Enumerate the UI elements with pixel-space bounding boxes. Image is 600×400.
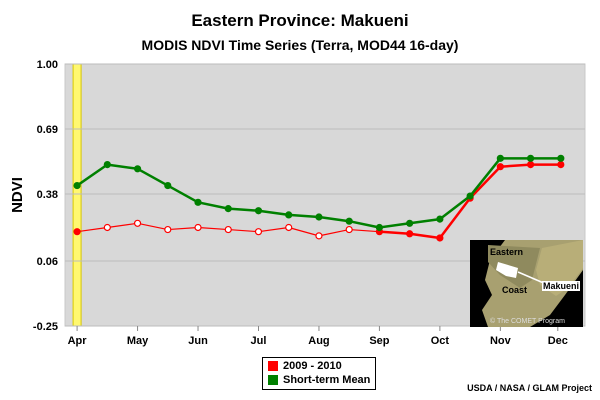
series-1-segment [167,184,199,204]
legend-item-green: Short-term Mean [268,373,370,387]
series-0-point [164,225,172,234]
series-1-segment [409,217,441,225]
y-tick-label: 0.69 [37,124,58,136]
series-1-point [557,154,565,162]
series-1-point [285,211,293,219]
y-axis-label: NDVI [9,177,26,213]
series-1-point [496,154,504,162]
series-1-point [526,154,535,162]
series-1-segment [379,222,410,229]
series-0-segment [77,226,108,233]
legend-label-red: 2009 - 2010 [283,360,342,372]
series-1-segment [348,219,380,229]
x-tick-label: Jul [251,335,267,347]
chart-title: Eastern Province: Makueni [191,11,409,30]
chart-subtitle: MODIS NDVI Time Series (Terra, MOD44 16-… [141,37,459,53]
series-0-segment [137,222,168,231]
series-1-point [345,217,353,225]
series-1-point [194,198,202,206]
inset-map: Eastern Coast Makueni © The COMET Progra… [470,240,583,327]
series-1-point [254,207,263,215]
series-0-segment [349,228,380,233]
series-1-point [436,215,444,223]
series-1-segment [76,163,109,187]
x-tick-label: Oct [431,335,450,347]
inset-label-makueni: Makueni [542,281,581,291]
y-tick-label: 0.06 [37,256,58,268]
series-0-segment [438,197,472,239]
inset-credit: © The COMET Program [490,318,565,325]
series-0-segment [167,226,199,231]
series-0-point [557,161,565,169]
series-0-point [224,225,232,234]
series-0-point [315,232,323,240]
series-0-point [496,163,504,171]
legend-swatch-green [268,375,278,385]
series-1-segment [288,213,320,219]
series-0-segment [258,226,289,233]
legend-swatch-red [268,361,278,371]
x-tick-label: May [127,335,149,347]
series-1-point [224,205,232,213]
y-tick-label: -0.25 [33,321,58,333]
series-0-segment [288,226,320,237]
series-0-segment [409,232,441,240]
x-tick-label: Sep [369,335,389,347]
series-1-point [164,181,172,190]
legend-item-red: 2009 - 2010 [268,359,370,373]
series-0-segment [318,228,350,237]
series-0-segment [469,165,502,200]
series-0-point [526,161,535,169]
y-tick-label: 1.00 [37,59,58,71]
series-0-point [254,228,263,236]
series-0-segment [228,228,259,233]
series-0-segment [107,222,138,229]
series-0-point [103,223,111,232]
series-1-segment [136,167,169,187]
series-1-segment [439,195,471,221]
series-0-point [406,230,414,238]
series-0-point [345,225,353,234]
series-1-segment [469,157,502,197]
highlight-band [73,64,82,326]
series-1-point [466,192,474,200]
series-0-segment [197,226,229,231]
source-credit: USDA / NASA / GLAM Project [467,383,592,393]
series-1-point [133,165,142,173]
x-tick-label: Jun [188,335,208,347]
x-tick-label: Dec [548,335,568,347]
series-1-segment [107,163,138,171]
series-0-point [285,223,293,232]
series-1-segment [258,209,289,217]
y-tick-label: 0.38 [37,189,58,201]
inset-label-eastern: Eastern [490,247,524,257]
x-tick-label: Aug [308,335,329,347]
series-1-point [103,161,111,169]
series-1-point [375,223,384,232]
series-0-segment [500,163,531,168]
series-1-point [315,213,323,221]
series-0-point [133,219,142,227]
x-tick-label: Apr [68,335,88,347]
x-tick-label: Nov [490,335,512,347]
legend-label-green: Short-term Mean [283,374,371,386]
series-0-point [436,234,444,242]
chart-legend: 2009 - 2010 Short-term Mean [262,357,377,390]
series-1-segment [228,207,259,212]
series-1-segment [318,215,350,223]
series-0-point [194,223,202,232]
series-1-segment [197,201,229,210]
series-0-point [73,228,81,236]
inset-label-coast: Coast [502,285,528,295]
series-1-point [73,181,81,190]
series-1-point [406,219,414,227]
series-0-segment [379,230,410,236]
